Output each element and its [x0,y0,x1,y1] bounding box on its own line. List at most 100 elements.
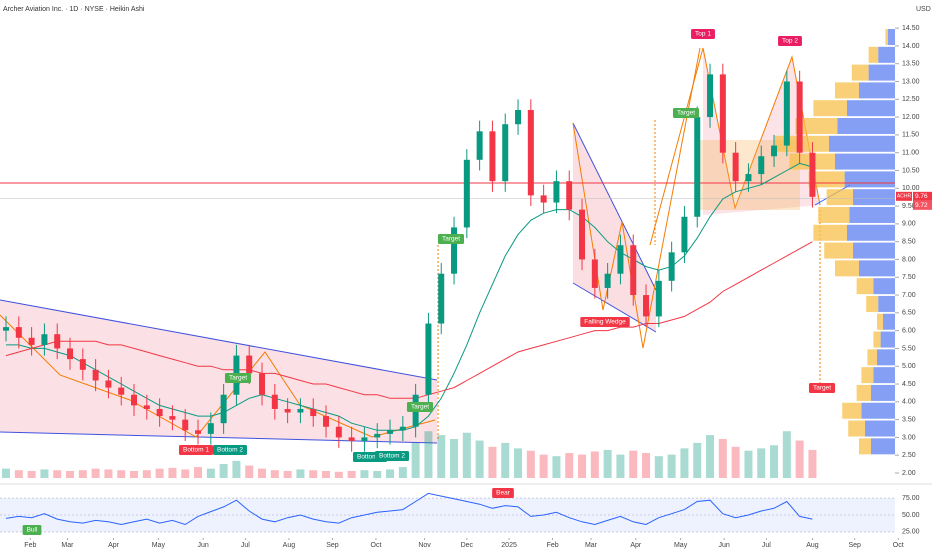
candle-body [259,373,266,395]
profile-up [868,64,895,81]
profile-down [824,242,853,259]
volume-bar [654,456,663,478]
y-tick-label: 12.50 [902,96,920,103]
volume-bar [475,440,484,478]
x-tick-label: May [674,542,688,549]
candle-body [3,327,10,331]
x-tick-label: Dec [461,542,474,549]
volume-bar [744,450,753,478]
volume-bar [194,467,203,478]
profile-up [877,349,895,366]
volume-bar [706,435,715,478]
volume-bar [78,470,87,478]
annotation: Target [808,383,836,393]
candle-body [553,181,560,203]
volume-bar [181,469,190,478]
candle-body [246,355,253,374]
annotation: Bottom 2 [212,445,248,455]
candle-body [566,181,573,210]
candle-body [668,252,675,281]
volume-bar [40,469,49,478]
y-tick-label: 3.00 [902,434,916,441]
annotation: Target [437,234,465,244]
candle-body [630,245,637,296]
profile-down [861,367,874,384]
volume-bar [168,467,177,478]
zigzag [572,47,701,349]
candle-body [182,419,189,431]
annotation: Bull [22,525,42,535]
annotation-label: Bottom 1 [183,447,209,454]
volume-bar [718,439,727,478]
volume-bar [322,470,331,478]
annotation-box [580,317,630,327]
y-tick-label: 13.00 [902,78,920,85]
ref-price-tag [913,200,932,210]
x-tick-label: Apr [630,542,642,549]
profile-up [847,100,895,117]
y-tick-label: 2.00 [902,470,916,477]
volume-bar [565,453,574,478]
wedge-line [572,282,657,333]
candle-body [527,109,534,196]
candle-body [195,430,202,434]
profile-down [848,420,865,437]
candle-body [643,295,650,317]
last-price-tag [913,191,932,201]
annotation-box [224,373,252,383]
volume-bar [104,469,113,478]
y-tick-label: 9.50 [902,203,916,210]
profile-up [849,206,895,223]
x-tick-label: Mar [61,542,74,549]
volume-bar [526,450,535,478]
candle-body [591,259,598,288]
profile-up [871,438,895,455]
candle-body [502,124,509,182]
volume-bar [603,449,612,478]
profile-down [868,46,879,63]
candle-body [732,152,739,182]
volume-bar [232,460,241,478]
profile-down [859,438,871,455]
volume-bar [117,470,126,478]
candle-body [809,152,816,197]
annotation: Target [224,373,252,383]
profile-down [885,29,888,46]
candle-body [323,416,330,427]
volume-bar [245,465,254,478]
candle-body [361,437,368,441]
candle-body [771,145,778,157]
volume-bar [398,467,407,478]
profile-up [835,153,895,170]
annotation-box [178,445,214,455]
candle-body [489,131,496,182]
y-tick-label: 12.00 [902,114,920,121]
x-tick-label: Nov [418,542,431,549]
y-tick-label: 5.50 [902,345,916,352]
x-tick-label: Oct [371,542,382,549]
profile-up [837,117,895,134]
candle-body [335,426,342,438]
patterns [0,47,932,485]
y-tick-label: 11.50 [902,132,919,139]
candle-body [796,81,803,153]
candle-body [271,394,278,409]
candle-body [707,74,714,118]
y-tick-label: 8.00 [902,256,916,263]
volume-bar [578,454,587,478]
profile-up [829,135,895,152]
candle-body [463,159,470,228]
profile-up [878,295,895,312]
y-tick-label: 13.50 [902,61,920,68]
x-tick-label: Oct [893,542,904,549]
annotation: Bottom 1 [178,445,214,455]
x-tick-label: Jun [718,542,729,549]
profile-up [873,367,895,384]
annotation-label: Top 1 [695,31,711,38]
y-tick-label: 9.00 [902,221,916,228]
candle-body [694,117,701,217]
candle-body [655,280,662,317]
candle-body [476,131,483,160]
symbol-tag [896,191,912,201]
